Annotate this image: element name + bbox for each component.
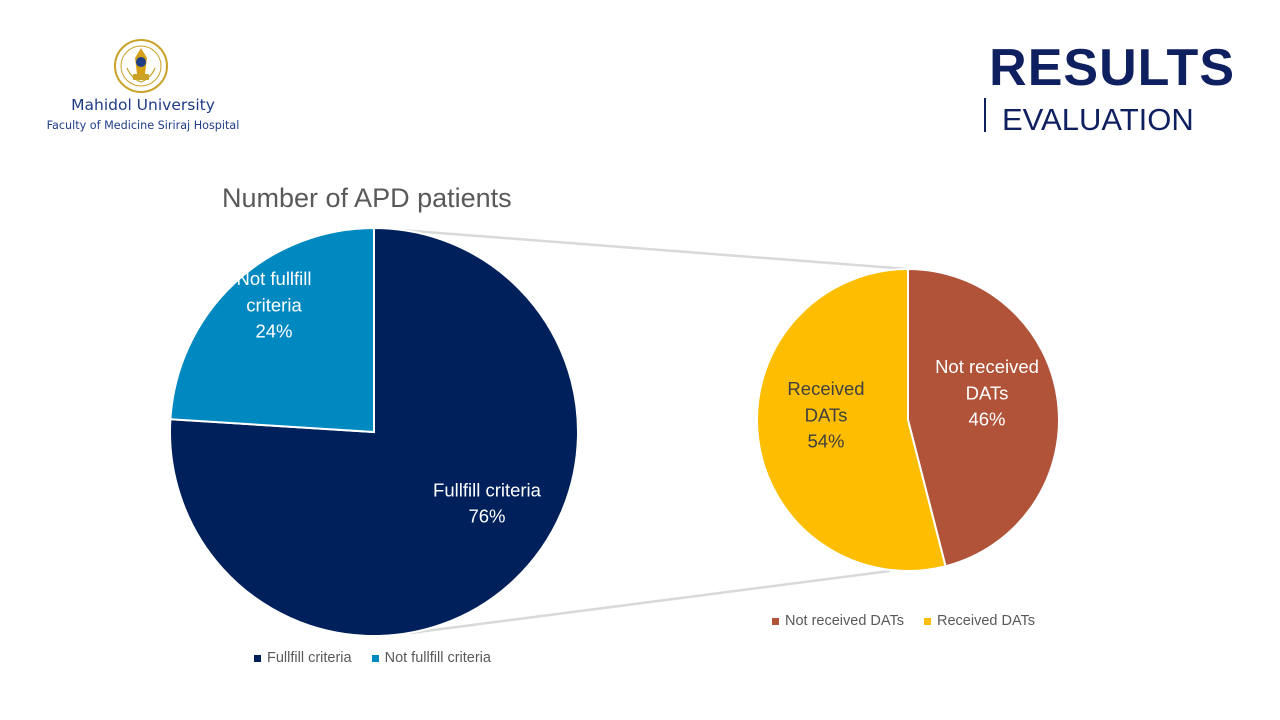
legend-secondary-pie: Not received DATs Received DATs <box>772 613 1035 629</box>
chart-title: Number of APD patients <box>222 183 512 213</box>
legend-label: Not received DATs <box>785 613 904 629</box>
data-label-line: Not fullfill <box>236 268 311 289</box>
university-logo: Mahidol University Faculty of Medicine S… <box>40 38 250 138</box>
page-subtitle: EVALUATION <box>1002 102 1194 137</box>
legend-swatch <box>924 617 931 625</box>
legend-item: Fullfill criteria <box>254 650 352 666</box>
data-label-line: 46% <box>968 409 1005 430</box>
legend-item: Not fullfill criteria <box>371 650 491 666</box>
data-label-line: Fullfill criteria <box>433 479 542 500</box>
legend-item: Received DATs <box>924 613 1035 629</box>
data-label-line: DATs <box>805 404 848 425</box>
legend-label: Not fullfill criteria <box>384 650 491 666</box>
legend-main-pie: Fullfill criteria Not fullfill criteria <box>254 650 491 666</box>
data-label-line: DATs <box>966 382 1009 403</box>
faculty-name: Faculty of Medicine Siriraj Hospital <box>46 119 240 132</box>
data-label: Not received DATs 46% <box>935 356 1039 430</box>
connector-line <box>409 569 891 635</box>
data-label: Fullfill criteria 76% <box>433 479 542 526</box>
legend-label: Received DATs <box>937 613 1036 629</box>
pie-slice <box>756 267 947 572</box>
data-label-line: Received <box>787 378 864 399</box>
pie-slice <box>907 267 1060 568</box>
legend-item: Not received DATs <box>772 613 904 629</box>
data-label: Not fullfill criteria 24% <box>236 268 311 342</box>
connector-line <box>373 226 909 271</box>
legend-swatch <box>254 654 261 662</box>
legend-label: Fullfill criteria <box>267 650 352 666</box>
legend-swatch <box>772 617 779 625</box>
data-label-line: 76% <box>468 506 505 527</box>
heading-divider <box>984 98 986 132</box>
university-seal-icon <box>114 39 168 93</box>
data-label-line: 54% <box>807 431 844 452</box>
data-label-line: Not received <box>935 356 1039 377</box>
data-label-line: criteria <box>246 294 302 315</box>
legend-swatch <box>371 654 379 662</box>
data-label: Received DATs 54% <box>787 378 864 452</box>
slide-heading: RESULTS EVALUATION <box>935 38 1235 138</box>
university-name: Mahidol University <box>71 96 215 114</box>
pie-slice <box>169 226 375 434</box>
page-title: RESULTS <box>989 39 1235 97</box>
data-label-line: 24% <box>255 321 292 342</box>
